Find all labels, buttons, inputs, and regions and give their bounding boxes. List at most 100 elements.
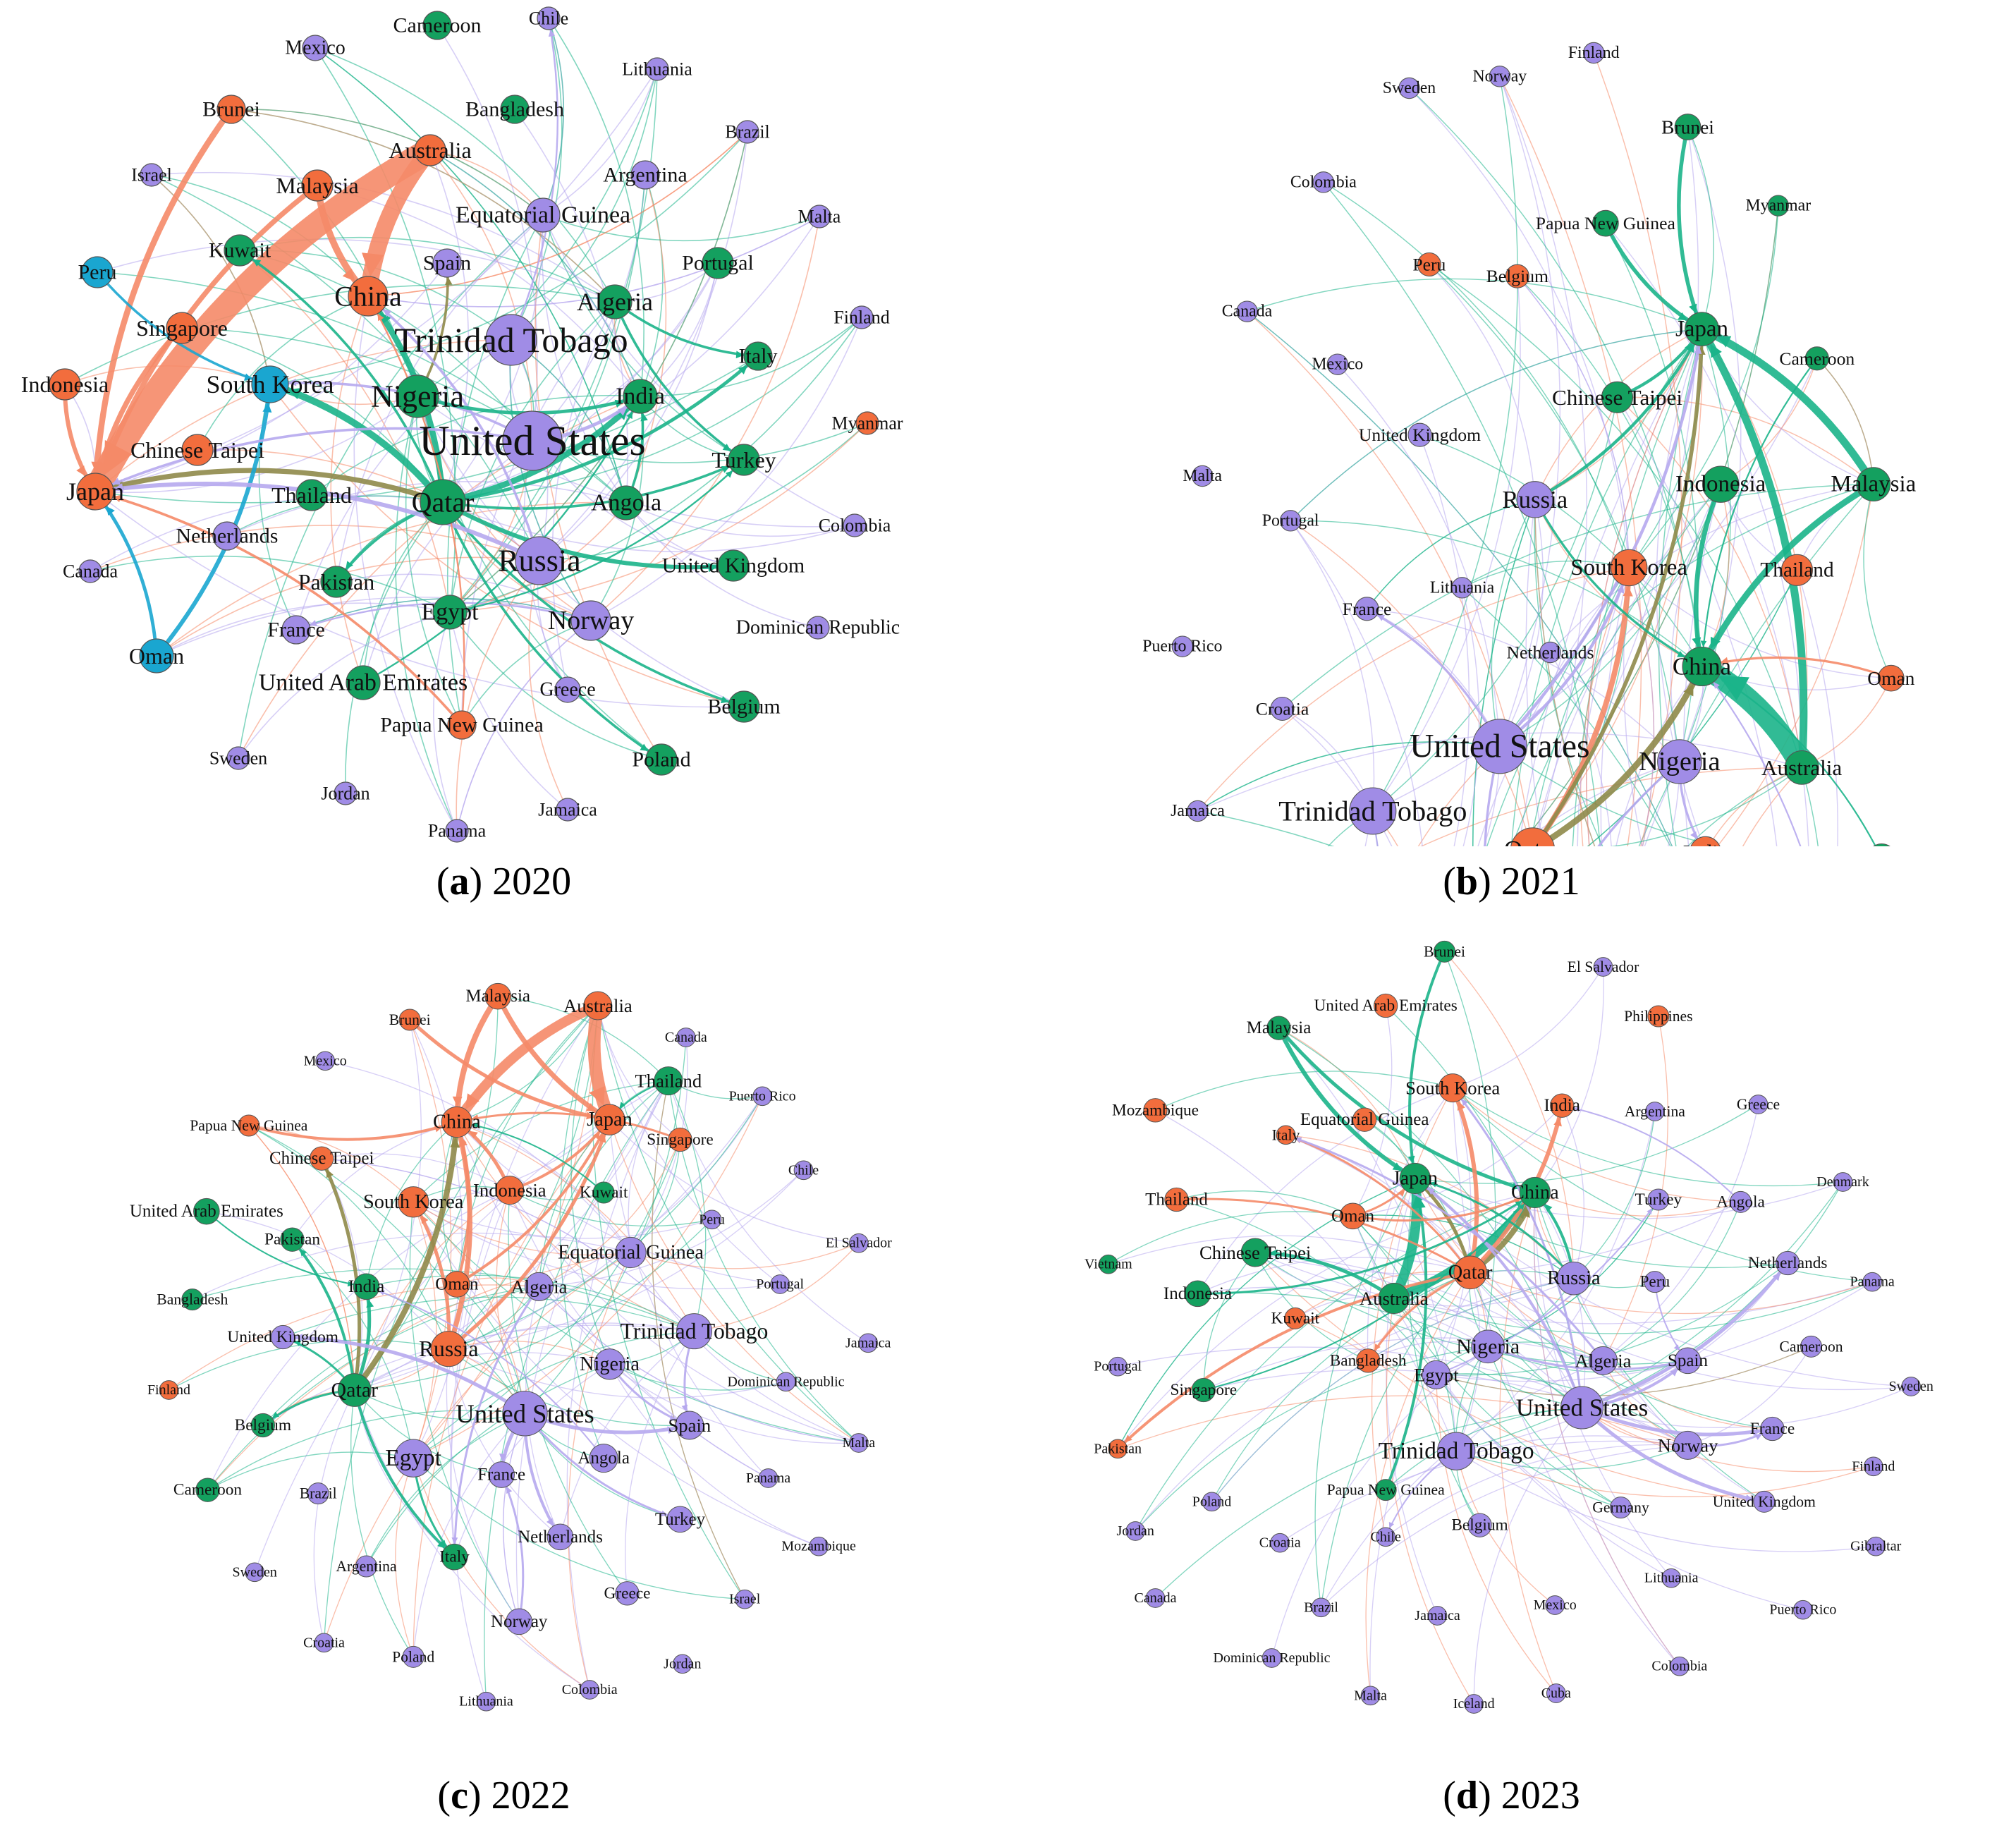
node-label: Nigeria: [1639, 747, 1720, 776]
background-edge: [1247, 278, 1702, 330]
trade-edge-algeria-to-turkey: [613, 300, 745, 461]
background-edge: [551, 301, 616, 690]
background-edge: [350, 1389, 414, 1657]
node-label: Mexico: [285, 37, 346, 59]
background-edge: [94, 339, 512, 492]
node-dominican-republic: Dominican Republic: [1213, 1648, 1331, 1668]
trade-edge-malaysia-to-china: [1277, 1026, 1537, 1195]
edge-arrowhead: [362, 252, 384, 277]
edge-arrowhead: [1457, 1101, 1465, 1111]
node-circle: [1644, 1271, 1666, 1293]
edge-arrowhead: [626, 411, 633, 420]
background-edge: [365, 1413, 525, 1567]
node-algeria: Algeria: [1575, 1346, 1632, 1375]
background-edge: [1352, 1005, 1393, 1217]
background-edge: [322, 1153, 511, 1191]
background-edge: [1511, 484, 1721, 846]
edge-arrowhead: [735, 351, 745, 359]
node-label: Norway: [491, 1612, 548, 1631]
node-label: Belgium: [1486, 266, 1548, 286]
edge-arrowhead: [548, 29, 556, 37]
background-edge: [625, 502, 819, 628]
background-edge: [1452, 1087, 1873, 1283]
node-circle: [295, 479, 328, 511]
background-edge: [345, 501, 444, 794]
node-circle: [193, 1198, 220, 1225]
node-label: China: [334, 281, 402, 312]
background-edge: [625, 502, 855, 537]
node-russia: Russia: [498, 536, 581, 585]
node-circle: [1464, 1694, 1484, 1714]
edge-arrowhead: [1710, 636, 1721, 650]
node-circle: [849, 1433, 869, 1453]
node-label: Cameroon: [1779, 348, 1855, 369]
background-edge: [539, 1096, 763, 1287]
node-circle: [1164, 1187, 1189, 1212]
node-finland: Finland: [1568, 42, 1620, 64]
node-brazil: Brazil: [725, 120, 770, 144]
background-edge: [314, 47, 616, 303]
node-label: United States: [1516, 1394, 1649, 1422]
node-label: Peru: [699, 1212, 725, 1227]
node-papua-new-guinea: Papua New Guinea: [1327, 1479, 1445, 1501]
background-edge: [409, 1202, 520, 1622]
node-label: Gibraltar: [1850, 1539, 1902, 1554]
node-circle: [807, 205, 831, 228]
background-edge: [1455, 1451, 1876, 1552]
trade-edge-brunei-to-japan: [408, 1018, 611, 1122]
background-edge: [1499, 484, 1721, 747]
node-circle: [495, 1176, 525, 1205]
edge-arrowhead: [1553, 1116, 1562, 1127]
node-circle: [166, 312, 198, 344]
node-jamaica: Jamaica: [538, 798, 597, 822]
node-circle: [1312, 171, 1335, 193]
node-trinidad-tobago: Trinidad Tobago: [394, 314, 628, 366]
node-equatorial-guinea: Equatorial Guinea: [456, 197, 630, 233]
edge-arrowhead: [1518, 1203, 1525, 1210]
background-edge: [456, 560, 540, 831]
background-edge: [365, 1121, 458, 1287]
node-nigeria: Nigeria: [580, 1348, 640, 1380]
node-circle: [1125, 1521, 1145, 1541]
background-edge: [1337, 364, 1501, 747]
edge-arrowhead: [1752, 1428, 1761, 1437]
node-label: Japan: [1675, 317, 1728, 342]
node-spain: Spain: [1668, 1347, 1708, 1375]
edge-arrowhead: [294, 1333, 303, 1341]
trade-edge-singapore-to-china: [1202, 1192, 1536, 1391]
node-label: Algeria: [577, 288, 653, 316]
edge-arrowhead: [346, 561, 353, 570]
trade-edge-qatar-to-turkey: [441, 458, 745, 510]
node-label: Indonesia: [473, 1180, 546, 1201]
node-label: Belgium: [707, 695, 780, 719]
node-circle: [1760, 1416, 1785, 1442]
node-belgium: Belgium: [235, 1413, 291, 1438]
edge-arrowhead: [451, 1537, 458, 1544]
node-circle: [843, 513, 867, 537]
trade-edge-qatar-to-kuwait: [238, 249, 444, 504]
node-circle: [1593, 957, 1613, 977]
trade-edge-qatar-to-japan: [1532, 327, 1704, 846]
node-jordan: Jordan: [321, 781, 370, 805]
node-denmark: Denmark: [1816, 1172, 1869, 1192]
background-edge: [362, 440, 533, 683]
node-label: Peru: [1412, 255, 1446, 275]
node-greece: Greece: [1737, 1095, 1780, 1114]
node-label: El Salvador: [826, 1236, 892, 1251]
node-label: Qatar: [1448, 1262, 1493, 1284]
node-circle: [49, 368, 81, 401]
node-circle: [1510, 827, 1555, 846]
node-label: Finland: [147, 1382, 190, 1398]
trade-edge-malaysia-to-japan: [1698, 325, 1878, 489]
node-circle: [580, 1680, 600, 1700]
node-label: Puerto Rico: [1769, 1602, 1836, 1618]
background-edge: [1135, 1346, 1489, 1532]
node-label: Chinese Taipei: [1199, 1242, 1311, 1263]
node-circle: [280, 1227, 305, 1252]
node-label: Kuwait: [209, 239, 271, 262]
trade-edge-qatar-to-china: [1532, 663, 1705, 846]
edge-arrowhead: [640, 413, 648, 422]
node-label: Pakistan: [1094, 1441, 1142, 1456]
node-colombia: Colombia: [562, 1680, 618, 1700]
background-edge: [354, 1095, 763, 1391]
